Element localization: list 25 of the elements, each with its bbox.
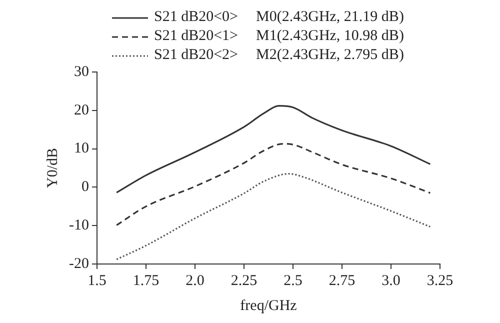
x-tick-label: 3.0	[382, 272, 400, 289]
text: M0(2.43GHz, 21.19 dB)	[256, 8, 404, 27]
text: M2(2.43GHz, 2.795 dB)	[256, 46, 404, 65]
line-series	[116, 104, 431, 194]
x-tick-label: 2.25	[230, 272, 258, 289]
y-tick-label: -10	[68, 218, 89, 234]
line-series	[116, 143, 431, 226]
y-tick-label: 0	[81, 179, 89, 196]
y-tick-label: 20	[74, 102, 89, 118]
y-axis-title: Y0/dB	[44, 148, 61, 188]
x-tick-label: 2.75	[328, 272, 356, 289]
legend-label: S21 dB20<2>	[154, 46, 238, 65]
x-tick-label: 3.25	[426, 272, 454, 289]
x-tick-label: 1.75	[132, 272, 160, 289]
x-tick-label: 2.5	[284, 272, 302, 289]
y-tick-label: 30	[74, 64, 89, 80]
line-series	[116, 172, 431, 260]
y-tick-label: 10	[74, 140, 89, 157]
x-tick-label: 2.0	[186, 272, 204, 289]
legend-label: S21 dB20<0>	[154, 8, 238, 27]
legend-label: S21 dB20<1>	[154, 27, 238, 46]
text: M1(2.43GHz, 10.98 dB)	[256, 27, 404, 46]
x-axis-title: freq/GHz	[240, 298, 298, 314]
x-tick-label: 1.5	[88, 272, 106, 289]
y-tick-label: -20	[68, 256, 89, 272]
